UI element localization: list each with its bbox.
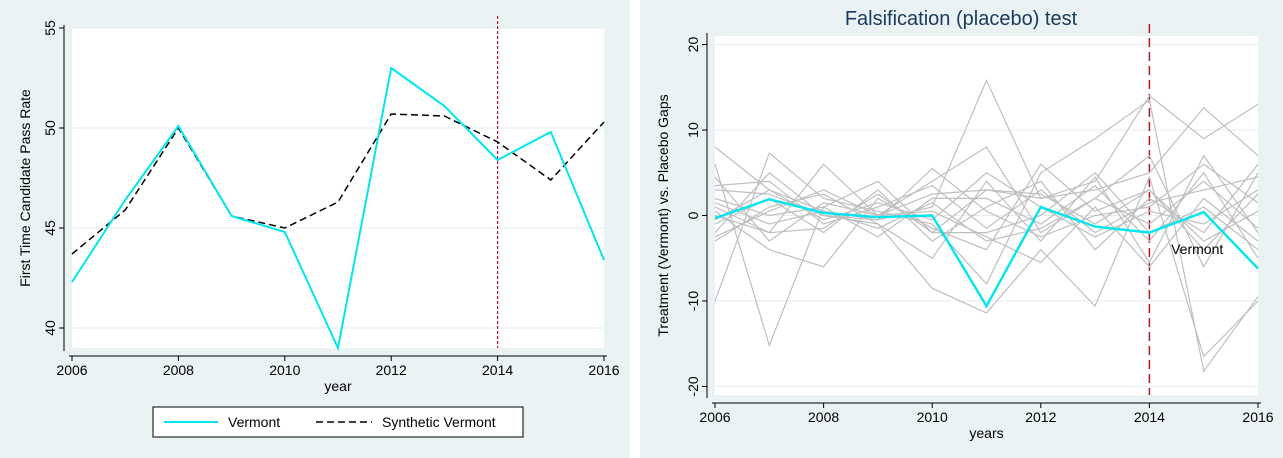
- plot-area: [72, 28, 604, 348]
- legend-label-vermont: Vermont: [228, 414, 280, 430]
- x-tick-label: 2008: [163, 362, 194, 378]
- x-axis-title: year: [324, 378, 352, 394]
- y-tick-label: 10: [685, 122, 701, 138]
- placebo-line: [714, 171, 1259, 251]
- placebo-line: [714, 78, 1259, 221]
- y-tick-label: 0: [685, 211, 701, 219]
- x-tick-label: 2016: [1242, 409, 1273, 425]
- y-tick-label: 50: [42, 120, 58, 136]
- panel-placebo-test: Falsification (placebo) test -20 -10 0 10 20 2…: [640, 0, 1283, 458]
- x-axis-title: years: [969, 425, 1003, 441]
- placebo-line: [714, 180, 1259, 242]
- chart-synthetic-control: 40 45 50 55 2006 2008 2010 2012 2014 2016 year Firs…: [17, 16, 620, 438]
- x-tick-label: 2010: [269, 362, 300, 378]
- y-axis-title: Treatment (Vermont) vs. Placebo Gaps: [655, 94, 671, 336]
- y-tick-label: -20: [685, 376, 701, 396]
- y-tick-label: 45: [42, 220, 58, 236]
- x-tick-label: 2012: [1025, 409, 1056, 425]
- chart-placebo-test: Falsification (placebo) test -20 -10 0 10 20 2…: [655, 8, 1274, 441]
- placebo-line: [714, 172, 1259, 238]
- y-axis-title: First Time Candidate Pass Rate: [17, 89, 33, 287]
- x-tick-label: 2006: [699, 409, 730, 425]
- series-line-vermont-gap: [714, 198, 1259, 309]
- y-tick-label: 20: [685, 37, 701, 53]
- panel-synthetic-control: 40 45 50 55 2006 2008 2010 2012 2014 2016 year Firs…: [0, 0, 630, 458]
- x-tick-label: 2012: [376, 362, 407, 378]
- x-tick-label: 2008: [808, 409, 839, 425]
- x-tick-label: 2016: [588, 362, 619, 378]
- x-tick-label: 2010: [917, 409, 948, 425]
- x-tick-label: 2014: [482, 362, 513, 378]
- series-line-synthetic-vermont: [71, 113, 605, 255]
- series-line-vermont: [71, 66, 605, 352]
- legend-label-synthetic: Synthetic Vermont: [382, 414, 496, 430]
- y-tick-label: -10: [685, 291, 701, 311]
- y-tick-label: 55: [42, 20, 58, 36]
- placebo-line: [714, 171, 1259, 358]
- annotation-vermont: Vermont: [1171, 241, 1223, 257]
- x-tick-label: 2006: [56, 362, 87, 378]
- placebo-line: [714, 99, 1259, 373]
- placebo-line: [714, 189, 1259, 242]
- chart-title: Falsification (placebo) test: [845, 8, 1078, 30]
- y-tick-label: 40: [42, 320, 58, 336]
- x-tick-label: 2014: [1134, 409, 1165, 425]
